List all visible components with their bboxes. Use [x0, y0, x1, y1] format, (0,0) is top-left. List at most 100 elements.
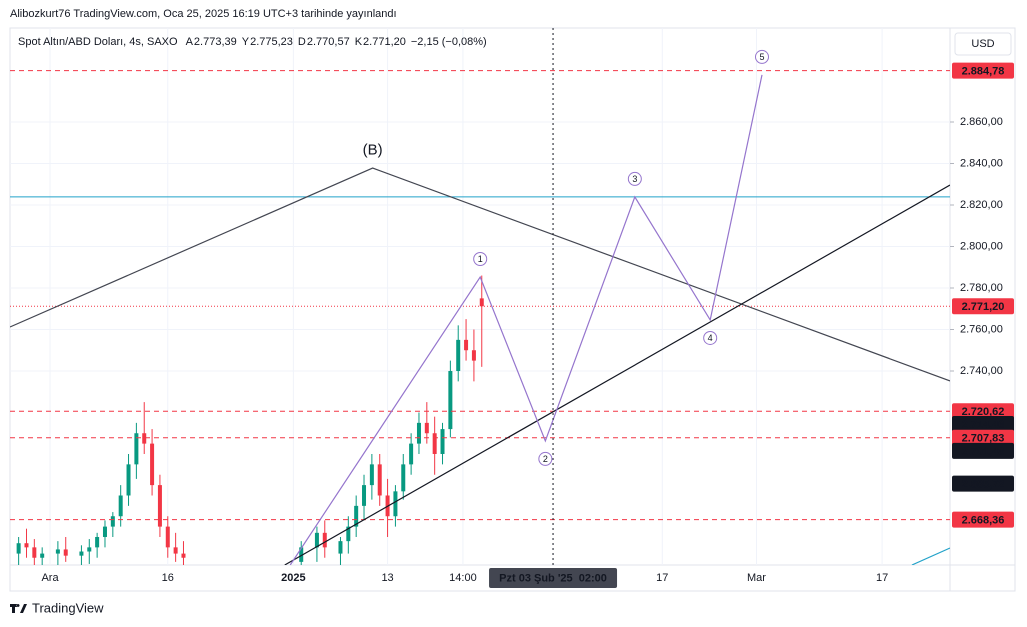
candle-body: [110, 516, 115, 527]
candle-body: [416, 422, 421, 444]
candle-body: [471, 350, 476, 361]
wave-label: 1: [478, 254, 483, 264]
candle-body: [464, 339, 469, 351]
x-tick-label: 14:00: [449, 572, 477, 584]
candle-body: [299, 547, 304, 562]
candle-body: [157, 485, 162, 527]
candle-body: [63, 549, 68, 556]
grid: 2.740,00 2.760,00 2.780,00 2.800,00 2.820,00…: [10, 28, 1003, 584]
candle-body: [40, 553, 45, 558]
price-label-box: [952, 298, 1014, 315]
price-label-box: [952, 475, 1014, 492]
drawing-line: [289, 74, 763, 565]
candle-body: [338, 541, 343, 554]
price-label-box: [952, 62, 1014, 79]
drawing-line: [284, 184, 950, 565]
legend-key: D: [298, 36, 306, 48]
currency[interactable]: USD: [971, 38, 994, 50]
wave-circle: [538, 451, 553, 466]
symbol: Spot Altın/ABD Doları, 4s, SAXO: [18, 36, 178, 48]
legend-value: 2.775,23: [250, 36, 293, 48]
y-tick-label: 2.740,00: [960, 365, 1003, 377]
y-tick-label: 2.800,00: [960, 240, 1003, 252]
wave-label: 5: [759, 52, 764, 62]
legend-key: K: [355, 36, 363, 48]
candle-body: [134, 433, 139, 465]
wave-circle: [755, 49, 769, 64]
wave-label: 3: [632, 174, 637, 184]
candle-body: [369, 464, 374, 486]
price-label: 2.685,72: [962, 479, 1005, 491]
price-label: 2.771,20: [962, 301, 1005, 313]
x-tick-label: 17: [876, 572, 888, 584]
candle-body: [173, 547, 178, 554]
candle-body: [314, 532, 319, 548]
wave-label: 4: [708, 333, 713, 343]
candle-body: [181, 553, 186, 558]
candle-body: [32, 547, 37, 558]
x-tick-label: 17: [656, 572, 668, 584]
crosshair-label: Pzt 03 Şub '25 02:00: [499, 572, 607, 584]
candle-body: [16, 543, 21, 554]
candle-body: [456, 339, 461, 371]
x-tick-label: 2025: [281, 572, 305, 584]
overlay: Spot Altın/ABD Doları, 4s, SAXO A 2.773,39…: [18, 28, 1014, 588]
wave-label: (B): [363, 142, 383, 159]
price-label: 2.701,48: [962, 446, 1005, 458]
wave-circle: [473, 251, 488, 266]
price-label-box: [952, 429, 1014, 446]
price-label-box: [952, 415, 1014, 432]
price-label: 2.707,83: [962, 433, 1005, 445]
candle-body: [424, 422, 429, 434]
drawing-line: [911, 547, 950, 565]
price-label: 2.668,36: [962, 515, 1005, 527]
x-tick-label: 13: [381, 572, 393, 584]
y-tick-label: 2.840,00: [960, 157, 1003, 169]
candle-body: [393, 491, 398, 517]
candle-body: [87, 547, 92, 552]
legend-key: Y: [242, 36, 250, 48]
brand-logo: [10, 604, 27, 613]
published-note: Alibozkurt76 TradingView.com, Oca 25, 20…: [10, 8, 397, 20]
y-tick-label: 2.820,00: [960, 199, 1003, 211]
currency-box[interactable]: [954, 32, 1012, 56]
candle-body: [79, 551, 84, 556]
x-tick-label: Ara: [41, 572, 59, 584]
candle-body: [479, 298, 484, 307]
candle-body: [165, 526, 170, 548]
wave-circle: [703, 330, 718, 345]
price-label: 2.714,46: [962, 419, 1005, 431]
y-tick-label: 2.780,00: [960, 282, 1003, 294]
candle-body: [432, 433, 437, 454]
candle-body: [322, 532, 327, 548]
x-tick-label: Mar: [747, 572, 766, 584]
price-label-box: [952, 511, 1014, 528]
candle-body: [448, 370, 453, 430]
wave-circle: [627, 171, 642, 186]
y-tick-label: 2.760,00: [960, 323, 1003, 335]
candle-body: [24, 543, 29, 548]
legend-value: 2.770,57: [307, 36, 350, 48]
candle-body: [150, 443, 155, 486]
candle-body: [142, 433, 147, 444]
candle-body: [362, 485, 367, 506]
legend-value: 2.773,39: [194, 36, 237, 48]
wave-label: 2: [543, 454, 548, 464]
crosshair-label-box: [489, 568, 618, 588]
candle-body: [377, 464, 382, 496]
candle-body: [346, 526, 351, 542]
frame: [9, 27, 1016, 592]
drawing-line: [10, 167, 950, 382]
legend-key: A: [186, 36, 194, 48]
brand: TradingView: [32, 600, 104, 615]
candle-body: [102, 526, 107, 537]
price-label: 2.884,78: [962, 65, 1005, 77]
plot: [10, 70, 950, 565]
candle-body: [409, 443, 414, 465]
candle-body: [126, 464, 131, 496]
price-label: 2.720,62: [962, 406, 1005, 418]
candle-body: [440, 429, 445, 454]
change: −2,15 (−0,08%): [411, 36, 487, 48]
candle-body: [95, 536, 100, 548]
